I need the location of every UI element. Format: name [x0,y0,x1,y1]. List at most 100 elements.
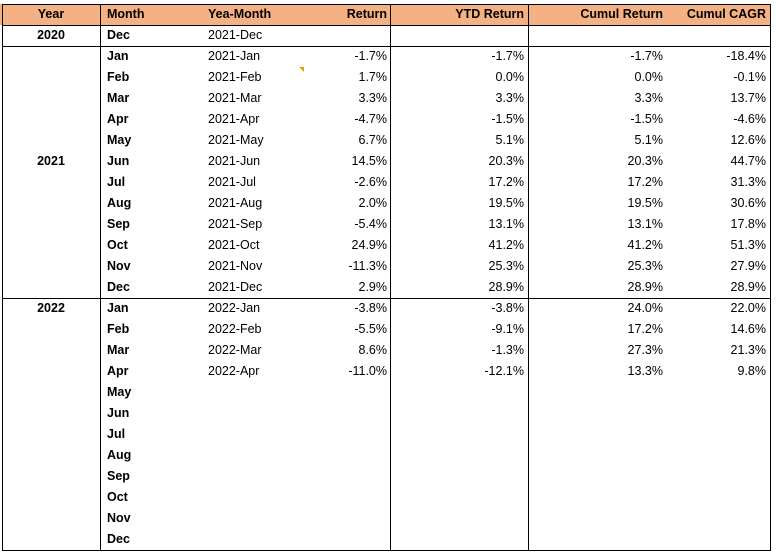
cell-month[interactable]: Apr [107,112,129,126]
cell-ytd-return[interactable] [400,466,524,487]
cell-cumul-cagr[interactable]: 12.6% [730,133,766,147]
cell-year-month[interactable]: 2021-Dec [208,280,263,294]
cell-cumul-cagr[interactable]: 22.0% [730,301,766,315]
cell-month[interactable]: Dec [107,280,130,294]
cell-month[interactable]: Oct [107,490,128,504]
cell-ytd-return[interactable] [400,487,524,508]
cell-ytd-return[interactable]: 28.9% [488,280,524,294]
cell-ytd-return[interactable]: 20.3% [488,154,524,168]
cell-month[interactable]: May [107,133,132,147]
cell-return[interactable]: 2.9% [358,280,388,294]
cell-year[interactable] [2,172,100,193]
cell-month[interactable]: Sep [107,217,130,231]
cell-return[interactable]: 2.0% [358,196,388,210]
cell-cumul-cagr[interactable] [672,487,766,508]
cell-cumul-cagr[interactable]: 9.8% [737,364,767,378]
cell-year-month[interactable] [208,424,298,445]
cell-ytd-return[interactable] [400,25,524,46]
cell-cumul-return[interactable]: 41.2% [627,238,663,252]
cell-month[interactable]: Dec [107,532,130,546]
cell-year[interactable] [2,109,100,130]
cell-return[interactable] [300,466,387,487]
cell-year-month[interactable]: 2021-Apr [208,112,260,126]
cell-year[interactable] [2,361,100,382]
cell-cumul-cagr[interactable] [672,25,766,46]
cell-ytd-return[interactable] [400,445,524,466]
cell-cumul-return[interactable]: 13.3% [627,364,663,378]
cell-month[interactable]: Aug [107,196,132,210]
cell-year-month[interactable]: 2021-Sep [208,217,263,231]
cell-year-month[interactable]: 2021-May [208,133,264,147]
cell-return[interactable]: 3.3% [358,91,388,105]
cell-ytd-return[interactable]: 5.1% [495,133,525,147]
cell-year[interactable] [2,214,100,235]
cell-ytd-return[interactable]: -12.1% [484,364,524,378]
cell-cumul-return[interactable]: 17.2% [627,175,663,189]
cell-return[interactable] [300,529,387,550]
cell-cumul-cagr[interactable] [672,445,766,466]
cell-year[interactable] [2,466,100,487]
cell-return[interactable]: -3.8% [354,301,387,315]
cell-ytd-return[interactable]: -1.7% [491,49,524,63]
cell-cumul-return[interactable] [540,445,663,466]
cell-ytd-return[interactable]: 13.1% [488,217,524,231]
cell-month[interactable]: Dec [107,28,130,42]
cell-cumul-return[interactable] [540,403,663,424]
cell-year-month[interactable]: 2021-Feb [208,70,262,84]
cell-month[interactable]: Nov [107,259,131,273]
cell-month[interactable]: May [107,385,132,399]
cell-cumul-return[interactable] [540,466,663,487]
cell-cumul-cagr[interactable] [672,403,766,424]
cell-cumul-cagr[interactable] [672,382,766,403]
cell-year[interactable] [2,235,100,256]
cell-ytd-return[interactable] [400,382,524,403]
cell-year[interactable] [2,277,100,298]
cell-year[interactable] [2,256,100,277]
cell-cumul-cagr[interactable]: 28.9% [730,280,766,294]
cell-year-month[interactable]: 2021-Mar [208,91,262,105]
cell-year-month[interactable] [208,529,298,550]
cell-return[interactable]: 24.9% [351,238,387,252]
cell-return[interactable]: -11.0% [348,364,387,378]
cell-year-month[interactable] [208,508,298,529]
cell-year[interactable] [2,403,100,424]
cell-year-month[interactable]: 2022-Apr [208,364,260,378]
cell-year[interactable] [2,319,100,340]
cell-ytd-return[interactable]: -1.5% [491,112,524,126]
cell-year[interactable] [2,67,100,88]
cell-ytd-return[interactable] [400,529,524,550]
cell-cumul-cagr[interactable]: 30.6% [730,196,766,210]
cell-return[interactable]: -2.6% [354,175,387,189]
cell-year-month[interactable]: 2021-Jul [208,175,256,189]
cell-return[interactable]: 8.6% [358,343,388,357]
cell-year[interactable] [2,130,100,151]
cell-month[interactable]: Jul [107,427,126,441]
cell-cumul-cagr[interactable]: -4.6% [733,112,766,126]
cell-month[interactable]: Oct [107,238,128,252]
cell-return[interactable] [300,445,387,466]
cell-ytd-return[interactable]: 25.3% [488,259,524,273]
cell-year[interactable] [2,508,100,529]
cell-year[interactable]: 2021 [37,154,65,168]
cell-cumul-return[interactable]: 3.3% [634,91,664,105]
cell-year-month[interactable] [208,382,298,403]
cell-return[interactable] [300,487,387,508]
cell-ytd-return[interactable]: 19.5% [488,196,524,210]
cell-cumul-return[interactable] [540,529,663,550]
cell-month[interactable]: Jan [107,301,129,315]
cell-cumul-return[interactable]: 17.2% [627,322,663,336]
cell-year-month[interactable] [208,487,298,508]
cell-cumul-return[interactable]: 5.1% [634,133,664,147]
cell-cumul-return[interactable]: -1.5% [630,112,663,126]
cell-return[interactable]: -1.7% [354,49,387,63]
cell-cumul-return[interactable]: -1.7% [630,49,663,63]
cell-cumul-cagr[interactable]: 17.8% [730,217,766,231]
cell-year[interactable] [2,487,100,508]
cell-cumul-return[interactable]: 13.1% [627,217,663,231]
cell-year[interactable]: 2022 [37,301,65,315]
cell-year-month[interactable]: 2021-Nov [208,259,263,273]
cell-month[interactable]: Apr [107,364,129,378]
cell-year-month[interactable]: 2022-Jan [208,301,261,315]
cell-year[interactable] [2,88,100,109]
cell-year[interactable] [2,193,100,214]
